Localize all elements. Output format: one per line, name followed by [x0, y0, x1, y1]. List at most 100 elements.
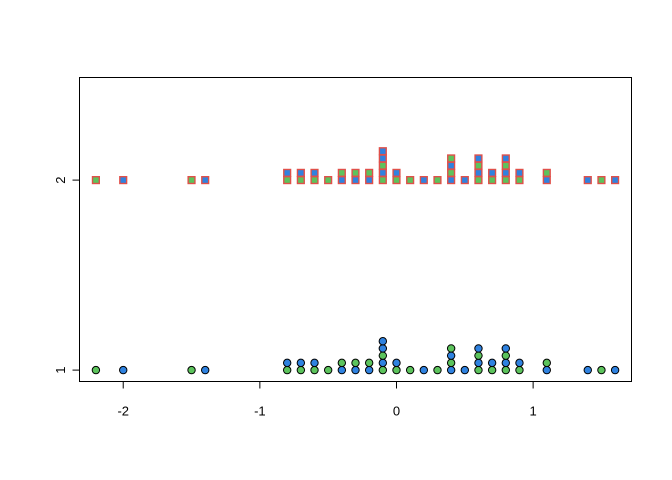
point-square — [542, 168, 551, 177]
point-circle — [282, 358, 292, 368]
point-circle — [501, 365, 510, 375]
point-square — [187, 175, 196, 185]
point-square — [310, 168, 319, 177]
x-tick-label: -2 — [117, 404, 129, 419]
point-circle — [515, 365, 524, 375]
point-square — [337, 168, 346, 177]
point-circle — [501, 351, 510, 360]
point-circle — [296, 358, 306, 368]
point-circle — [378, 337, 388, 346]
point-circle — [474, 365, 483, 375]
plot-box — [79, 77, 632, 382]
point-square — [611, 175, 620, 185]
point-square — [583, 175, 592, 185]
point-circle — [583, 365, 592, 375]
point-circle — [351, 358, 360, 368]
point-square — [515, 175, 524, 185]
point-square — [283, 168, 292, 177]
point-circle — [433, 365, 442, 375]
point-circle — [597, 365, 606, 375]
point-circle — [446, 358, 456, 368]
point-circle — [378, 365, 388, 375]
point-square — [365, 175, 374, 185]
point-square — [310, 175, 319, 185]
point-circle — [364, 365, 374, 375]
point-square — [542, 175, 551, 185]
point-square — [296, 168, 305, 177]
point-square — [201, 175, 210, 185]
point-square — [351, 168, 360, 177]
point-circle — [323, 365, 333, 375]
point-circle — [460, 365, 470, 375]
point-circle — [501, 358, 510, 368]
point-circle — [542, 365, 551, 375]
point-square — [474, 154, 483, 163]
point-circle — [378, 351, 388, 360]
x-axis: -2 -1 0 1 — [117, 381, 537, 419]
point-square — [378, 154, 387, 163]
point-circle — [474, 344, 483, 353]
point-circle — [378, 358, 388, 368]
point-circle — [392, 358, 401, 368]
y-axis: 12 — [53, 176, 80, 374]
point-square — [433, 175, 442, 185]
point-square — [447, 175, 456, 185]
point-square — [447, 161, 456, 170]
point-square — [501, 168, 510, 177]
point-square — [501, 154, 510, 163]
data-points — [91, 147, 620, 375]
point-circle — [610, 365, 620, 375]
point-square — [283, 175, 292, 185]
point-square — [406, 175, 415, 185]
point-circle — [351, 365, 360, 375]
point-square — [119, 175, 128, 185]
point-square — [337, 175, 346, 185]
point-square — [392, 168, 401, 177]
point-circle — [337, 365, 347, 375]
point-square — [474, 161, 483, 170]
point-circle — [378, 344, 388, 353]
point-square — [488, 175, 497, 185]
point-circle — [201, 365, 210, 375]
point-circle — [405, 365, 415, 375]
point-circle — [474, 358, 483, 368]
point-square — [365, 168, 374, 177]
point-circle — [515, 358, 524, 368]
point-circle — [501, 344, 510, 353]
point-square — [597, 175, 606, 185]
point-square — [447, 154, 456, 163]
point-square — [501, 161, 510, 170]
x-tick-label: 1 — [530, 404, 537, 419]
point-circle — [91, 365, 101, 375]
point-circle — [487, 365, 497, 375]
point-square — [460, 175, 469, 185]
point-circle — [337, 358, 347, 368]
point-circle — [487, 358, 497, 368]
point-square — [378, 147, 387, 156]
point-square — [91, 175, 100, 185]
point-square — [447, 168, 456, 177]
point-square — [324, 175, 333, 185]
point-square — [474, 175, 483, 185]
point-square — [501, 175, 510, 185]
point-circle — [446, 344, 456, 353]
point-square — [488, 168, 497, 177]
point-circle — [296, 365, 306, 375]
point-square — [351, 175, 360, 185]
point-square — [378, 161, 387, 170]
point-square — [474, 168, 483, 177]
point-circle — [392, 365, 401, 375]
point-circle — [542, 358, 551, 368]
y-tick-label: 2 — [53, 176, 68, 183]
point-square — [296, 175, 305, 185]
point-square — [392, 175, 401, 185]
point-circle — [119, 365, 128, 375]
point-circle — [446, 351, 456, 360]
point-circle — [310, 365, 319, 375]
point-circle — [446, 365, 456, 375]
y-tick-label: 1 — [53, 366, 68, 373]
point-square — [419, 175, 428, 185]
point-circle — [474, 351, 483, 360]
point-circle — [282, 365, 292, 375]
